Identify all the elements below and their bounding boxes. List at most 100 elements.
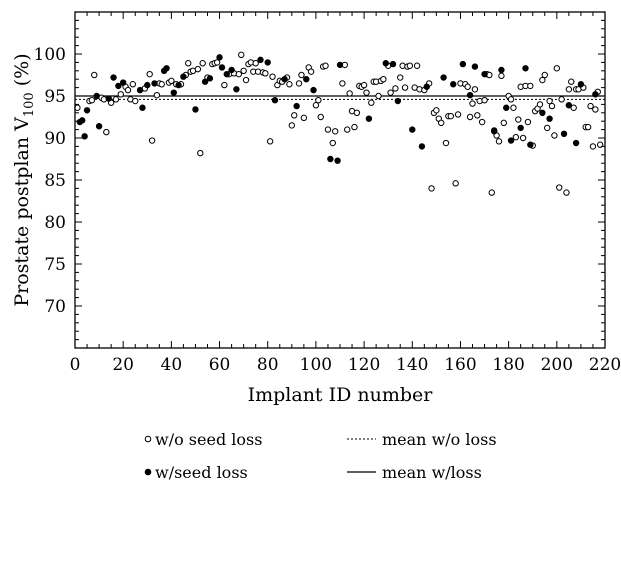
- data-point-without-seed-loss: [551, 132, 558, 139]
- data-point-with-seed-loss: [527, 141, 534, 148]
- data-point-without-seed-loss: [442, 139, 450, 147]
- data-point-without-seed-loss: [221, 81, 228, 89]
- data-point-without-seed-loss: [344, 126, 351, 133]
- data-point-without-seed-loss: [298, 71, 305, 79]
- data-point-without-seed-loss: [570, 104, 577, 111]
- x-tick-label: 0: [70, 355, 81, 375]
- data-point-with-seed-loss: [517, 124, 524, 132]
- data-point-with-seed-loss: [233, 86, 240, 93]
- data-point-without-seed-loss: [291, 112, 298, 119]
- data-point-with-seed-loss: [334, 157, 341, 164]
- data-point-without-seed-loss: [406, 62, 414, 69]
- data-point-without-seed-loss: [488, 189, 495, 196]
- data-point-without-seed-loss: [541, 71, 548, 79]
- data-point-with-seed-loss: [119, 79, 127, 86]
- data-point-without-seed-loss: [524, 118, 532, 126]
- data-point-without-seed-loss: [447, 112, 455, 120]
- data-point-with-seed-loss: [394, 97, 402, 105]
- data-point-without-seed-loss: [584, 123, 592, 131]
- data-point-without-seed-loss: [346, 90, 353, 97]
- x-tick-label: 120: [348, 355, 380, 375]
- data-point-without-seed-loss: [262, 70, 269, 77]
- legend-filled-circle-icon: [144, 468, 152, 476]
- data-point-with-seed-loss: [201, 78, 209, 85]
- data-point-without-seed-loss: [112, 96, 120, 103]
- data-point-without-seed-loss: [401, 84, 409, 91]
- data-point-without-seed-loss: [553, 65, 561, 72]
- data-point-with-seed-loss: [93, 92, 100, 100]
- y-axis-title-subscript: 100: [22, 92, 37, 117]
- data-point-with-seed-loss: [139, 104, 146, 111]
- data-point-with-seed-loss: [81, 133, 88, 140]
- y-tick-label: 90: [44, 129, 66, 149]
- data-point-with-seed-loss: [560, 130, 568, 138]
- data-point-without-seed-loss: [495, 138, 503, 145]
- data-point-without-seed-loss: [329, 139, 336, 147]
- data-point-with-seed-loss: [546, 115, 553, 122]
- data-point-without-seed-loss: [360, 81, 368, 89]
- data-point-with-seed-loss: [170, 89, 177, 96]
- ticks-layer: 0 20 40 60 80 100 120 140 160 180 200 220 70 75 80 85 90…: [34, 11, 621, 375]
- data-point-with-seed-loss: [175, 81, 182, 89]
- data-point-with-seed-loss: [389, 60, 397, 68]
- data-point-without-seed-loss: [197, 149, 204, 157]
- data-point-without-seed-loss: [300, 114, 308, 122]
- data-point-with-seed-loss: [293, 102, 300, 110]
- data-point-without-seed-loss: [481, 97, 488, 104]
- data-point-without-seed-loss: [363, 89, 370, 96]
- data-point-with-seed-loss: [382, 60, 389, 67]
- x-tick-label: 160: [444, 355, 476, 375]
- data-point-with-seed-loss: [423, 83, 430, 90]
- data-point-without-seed-loss: [269, 73, 276, 80]
- data-point-without-seed-loss: [194, 65, 202, 73]
- data-point-without-seed-loss: [242, 76, 250, 84]
- data-point-without-seed-loss: [324, 126, 332, 133]
- y-axis-title-suffix: (%): [11, 53, 33, 92]
- data-point-with-seed-loss: [572, 139, 580, 147]
- data-point-without-seed-loss: [148, 137, 156, 144]
- data-point-with-seed-loss: [539, 109, 546, 117]
- data-point-with-seed-loss: [592, 91, 599, 98]
- data-point-without-seed-loss: [240, 67, 247, 75]
- data-point-with-seed-loss: [418, 143, 426, 150]
- data-point-without-seed-loss: [519, 134, 527, 142]
- legend-label-mean-without-loss: mean w/o loss: [382, 430, 497, 449]
- data-point-without-seed-loss: [266, 138, 274, 145]
- data-point-with-seed-loss: [95, 123, 103, 130]
- data-point-without-seed-loss: [556, 184, 563, 191]
- data-point-without-seed-loss: [331, 128, 339, 135]
- data-point-without-seed-loss: [452, 180, 459, 187]
- data-point-with-seed-loss: [577, 81, 585, 88]
- data-point-without-seed-loss: [153, 91, 161, 99]
- data-point-without-seed-loss: [199, 60, 206, 67]
- data-point-with-seed-loss: [310, 86, 317, 94]
- data-point-without-seed-loss: [168, 77, 175, 85]
- data-point-without-seed-loss: [392, 85, 399, 92]
- data-point-with-seed-loss: [440, 74, 447, 81]
- data-point-without-seed-loss: [428, 185, 435, 192]
- data-point-without-seed-loss: [454, 111, 462, 118]
- y-tick-label: 70: [44, 297, 66, 317]
- data-point-without-seed-loss: [387, 89, 394, 96]
- data-point-with-seed-loss: [336, 61, 344, 69]
- data-point-with-seed-loss: [365, 115, 373, 122]
- data-point-with-seed-loss: [163, 65, 170, 72]
- data-point-with-seed-loss: [271, 97, 279, 104]
- data-point-without-seed-loss: [91, 71, 98, 79]
- data-point-with-seed-loss: [180, 73, 187, 80]
- data-point-without-seed-loss: [322, 62, 329, 69]
- data-point-without-seed-loss: [587, 102, 594, 110]
- data-point-without-seed-loss: [546, 97, 553, 105]
- data-point-without-seed-loss: [565, 86, 573, 93]
- data-point-without-seed-loss: [315, 97, 322, 104]
- data-point-with-seed-loss: [481, 70, 488, 78]
- x-tick-label: 200: [541, 355, 573, 375]
- data-point-without-seed-loss: [375, 92, 382, 100]
- data-point-with-seed-loss: [105, 95, 112, 102]
- data-point-without-seed-loss: [312, 102, 320, 109]
- data-point-with-seed-loss: [151, 80, 158, 87]
- data-point-with-seed-loss: [281, 76, 288, 83]
- data-point-with-seed-loss: [303, 76, 310, 83]
- data-point-without-seed-loss: [589, 143, 597, 150]
